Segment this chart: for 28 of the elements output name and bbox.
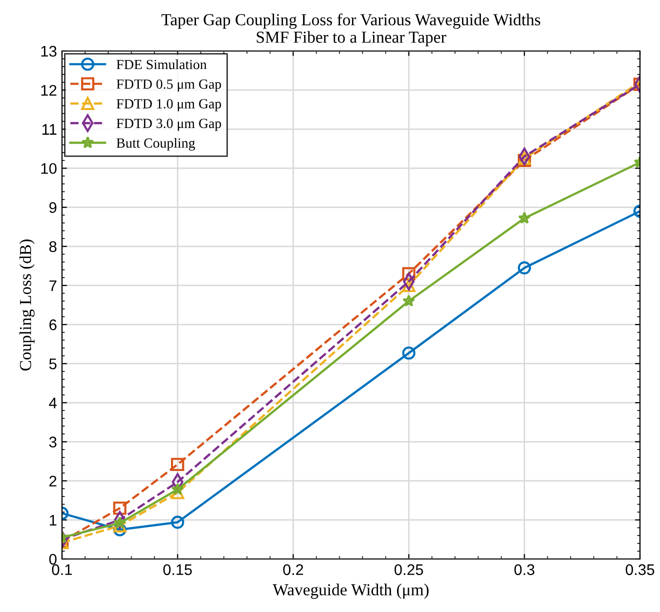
y-tick-label: 11 [42,124,56,135]
legend-label: FDE Simulation [116,59,207,70]
y-tick-label: 5 [49,358,56,370]
legend-label: FDTD 0.5 μm Gap [116,79,222,92]
y-tick-label: 12 [41,84,56,96]
x-axis-title: Waveguide Width (μm) [272,584,429,599]
y-tick-label: 6 [49,319,56,330]
y-tick-label: 8 [49,241,56,252]
y-tick-label: 4 [48,398,57,408]
y-tick-label: 2 [49,476,56,486]
legend-label: Butt Coupling [116,138,196,151]
y-tick-label: 1 [50,514,56,526]
x-tick-label: 0.2 [283,564,304,576]
y-tick-label: 3 [49,436,56,448]
y-tick-label: 9 [49,202,56,213]
y-tick-label: 10 [41,163,57,174]
x-tick-label: 0.35 [626,564,654,576]
y-tick-label: 7 [49,280,56,291]
chart-title: Taper Gap Coupling Loss for Various Waveguide Widths SMF Fiber to a Linear Taper [161,13,540,46]
x-tick-label: 0.1 [52,564,72,576]
y-tick-label: 13 [41,46,56,57]
x-tick-label: 0.15 [163,564,192,576]
x-tick-label: 0.25 [394,564,424,576]
y-axis-title: Coupling Loss (dB) [19,240,35,371]
y-tick-label: 0 [49,554,57,565]
x-tick-label: 0.3 [514,564,534,576]
legend-label: FDTD 1.0 μm Gap [116,99,222,112]
legend-label: FDTD 3.0 μm Gap [116,118,222,131]
